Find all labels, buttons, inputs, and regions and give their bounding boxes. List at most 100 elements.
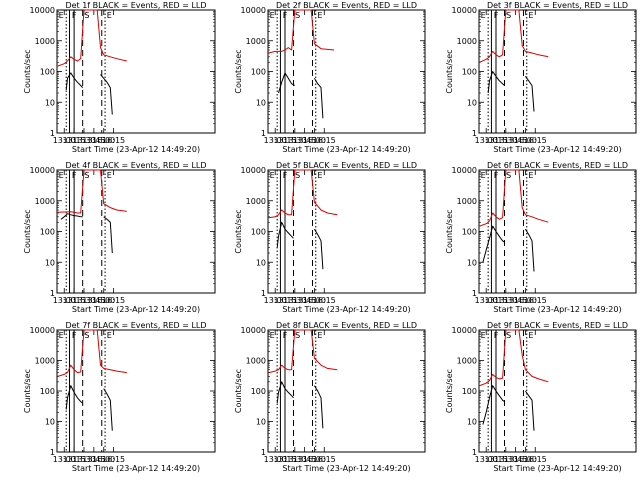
series-events-line xyxy=(487,71,535,112)
y-axis-label: Counts/sec xyxy=(23,49,32,93)
x-tick-label: 16:15 xyxy=(524,296,547,305)
y-tick-label: 100 xyxy=(462,68,477,77)
plot-frame xyxy=(56,9,216,134)
x-tick-label: 13:15 xyxy=(484,296,507,305)
y-tick-label: 1 xyxy=(50,289,55,298)
region-label: E xyxy=(317,331,322,340)
y-tick-label: 1000 xyxy=(246,197,266,206)
region-label: S xyxy=(506,11,511,20)
y-axis-label: Counts/sec xyxy=(23,209,32,253)
region-label: F xyxy=(72,11,77,20)
y-tick-label: 10000 xyxy=(452,6,477,15)
y-axis-label: Counts/sec xyxy=(445,369,454,413)
x-tick-label: 16:00 xyxy=(303,296,326,305)
y-tick-label: 1000 xyxy=(457,357,477,366)
y-tick-label: 10000 xyxy=(241,326,266,335)
y-tick-label: 10000 xyxy=(241,166,266,175)
region-label: E xyxy=(59,171,64,180)
x-tick-label: 13:00 xyxy=(475,136,498,145)
y-tick-label: 10000 xyxy=(30,6,55,15)
x-tick-label: 13:45 xyxy=(82,455,105,464)
y-tick-label: 100 xyxy=(251,387,266,396)
x-tick-label: 13:15 xyxy=(484,136,507,145)
region-label: E xyxy=(317,11,322,20)
y-tick-label: 100 xyxy=(462,228,477,237)
y-tick-label: 10000 xyxy=(30,326,55,335)
y-tick-label: 1000 xyxy=(35,357,55,366)
y-tick-label: 1 xyxy=(261,448,266,457)
y-tick-label: 10000 xyxy=(452,326,477,335)
x-tick-label: 13:15 xyxy=(63,136,86,145)
region-label: S xyxy=(84,171,89,180)
panel-2: Det 2f BLACK = Events, RED = LLD 1 10 100 10… xyxy=(234,1,426,154)
series-lld-line xyxy=(268,329,338,374)
x-tick-label: 13:15 xyxy=(273,136,296,145)
x-tick-label: 13:00 xyxy=(264,296,287,305)
x-tick-label: 13:45 xyxy=(504,136,527,145)
x-axis-label: Start Time (23-Apr-12 14:49:20) xyxy=(282,464,410,473)
series-events-line xyxy=(482,225,535,272)
x-tick-label: 16:00 xyxy=(514,455,537,464)
x-tick-label: 16:15 xyxy=(524,136,547,145)
x-tick-label: 13:15 xyxy=(63,296,86,305)
region-label: E xyxy=(270,331,275,340)
x-tick-label: 13:30 xyxy=(72,455,95,464)
series-lld-line xyxy=(479,9,549,63)
x-tick-label: 13:45 xyxy=(82,136,105,145)
series-lld-line xyxy=(57,329,127,377)
panel-5: Det 5f BLACK = Events, RED = LLD 1 10 100 10… xyxy=(234,161,426,314)
y-tick-label: 1000 xyxy=(246,37,266,46)
x-tick-label: 16:00 xyxy=(303,136,326,145)
x-tick-label: 13:00 xyxy=(475,455,498,464)
y-tick-label: 10 xyxy=(45,98,55,107)
x-tick-label: 13:15 xyxy=(273,455,296,464)
y-tick-label: 10 xyxy=(467,98,477,107)
y-axis-label: Counts/sec xyxy=(445,209,454,253)
x-axis-label: Start Time (23-Apr-12 14:49:20) xyxy=(282,145,410,154)
y-tick-label: 1000 xyxy=(35,37,55,46)
x-tick-label: 13:30 xyxy=(283,455,306,464)
panel-1: Det 1f BLACK = Events, RED = LLD 1 10 100 10… xyxy=(23,1,216,154)
y-tick-label: 100 xyxy=(40,68,55,77)
x-tick-label: 13:30 xyxy=(283,296,306,305)
x-tick-label: 13:15 xyxy=(484,455,507,464)
y-tick-label: 1 xyxy=(472,289,477,298)
x-tick-label: 13:00 xyxy=(53,455,76,464)
panel-title: Det 2f BLACK = Events, RED = LLD xyxy=(276,1,417,10)
y-tick-label: 100 xyxy=(40,387,55,396)
x-tick-label: 13:30 xyxy=(283,136,306,145)
x-axis-label: Start Time (23-Apr-12 14:49:20) xyxy=(282,305,410,314)
region-label: E xyxy=(107,331,112,340)
region-label: E xyxy=(317,171,322,180)
x-tick-label: 16:15 xyxy=(313,296,336,305)
x-tick-label: 13:30 xyxy=(72,136,95,145)
y-tick-label: 10 xyxy=(256,258,266,267)
panel-title: Det 1f BLACK = Events, RED = LLD xyxy=(65,1,206,10)
plot-frame xyxy=(478,169,637,294)
region-label: E xyxy=(481,11,486,20)
y-axis-label: Counts/sec xyxy=(234,49,243,93)
y-tick-label: 100 xyxy=(251,68,266,77)
y-tick-label: 1 xyxy=(50,129,55,138)
y-tick-label: 10 xyxy=(467,418,477,427)
x-tick-label: 16:15 xyxy=(524,455,547,464)
region-label: F xyxy=(494,331,499,340)
panel-title: Det 3f BLACK = Events, RED = LLD xyxy=(487,1,628,10)
panel-title: Det 5f BLACK = Events, RED = LLD xyxy=(276,161,417,170)
panel-9: Det 9f BLACK = Events, RED = LLD 1 10 100 10… xyxy=(445,321,637,473)
x-tick-label: 13:15 xyxy=(63,455,86,464)
region-label: F xyxy=(283,171,288,180)
x-tick-label: 13:00 xyxy=(53,296,76,305)
region-label: S xyxy=(506,171,511,180)
x-tick-label: 16:00 xyxy=(92,455,115,464)
series-events-line xyxy=(65,72,113,115)
region-label: S xyxy=(295,11,300,20)
x-tick-label: 16:15 xyxy=(313,455,336,464)
series-lld-line xyxy=(268,9,335,54)
region-label: E xyxy=(528,11,533,20)
x-tick-label: 13:45 xyxy=(82,296,105,305)
panel-3: Det 3f BLACK = Events, RED = LLD 1 10 100 10… xyxy=(445,1,637,154)
y-tick-label: 100 xyxy=(40,228,55,237)
plot-frame xyxy=(267,169,426,294)
